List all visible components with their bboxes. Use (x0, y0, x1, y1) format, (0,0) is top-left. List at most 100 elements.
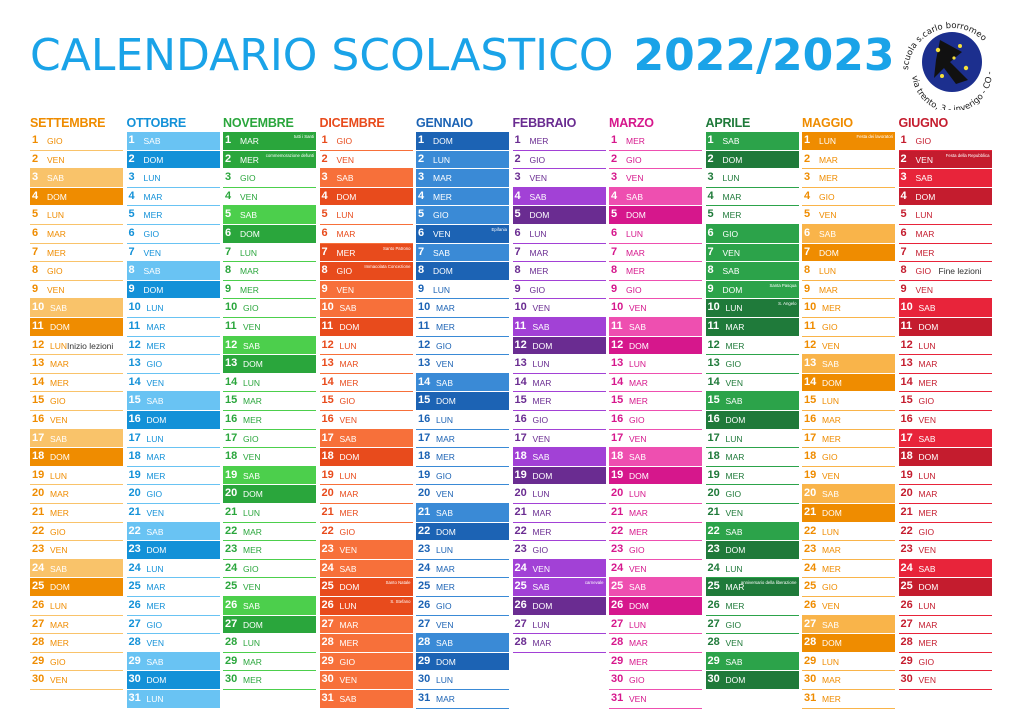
day-cell: 15 LUN (802, 392, 895, 411)
weekday-label: GIO (822, 452, 838, 463)
day-cell: 10 VEN (609, 299, 702, 318)
weekday-label: MER (918, 377, 938, 388)
day-cell: 26 LUN (30, 597, 123, 616)
day-cell: 29 GIO (898, 653, 992, 672)
weekday-label: MAR (243, 396, 262, 407)
day-number: 8 (611, 264, 618, 277)
weekday-label: MAR (436, 694, 455, 704)
weekday-label: DOM (532, 601, 553, 611)
day-cell: 3 VEN (512, 169, 606, 188)
day-cell: 20 MAR (30, 485, 123, 504)
day-number: 3 (707, 171, 714, 184)
day-cell: 7 VEN (705, 243, 799, 263)
day-cell: 26 MER (705, 597, 799, 616)
weekday-label: GIO (50, 656, 66, 667)
day-cell: 24 SAB (898, 559, 992, 579)
day-cell: 13 DOM (223, 355, 316, 374)
day-number: 5 (611, 208, 618, 221)
weekday-label: DOM (918, 322, 939, 332)
day-number: 7 (707, 245, 714, 258)
day-cell: 18 DOM (319, 448, 413, 467)
calendar-grid: SETTEMBRE 1 GIO 2 VEN 3 SAB 4 DOM 5 LUN 6 MAR 7 MER 8 GI… (30, 116, 992, 716)
day-cell: 21 DOM (802, 504, 895, 523)
weekday-label: GIO (918, 396, 935, 407)
day-note: S. Angelo (778, 301, 797, 307)
weekday-label: SAB (629, 452, 647, 463)
day-note: carnevale (584, 580, 604, 586)
day-cell: 19 LUN (319, 467, 413, 486)
day-number: 26 (804, 599, 817, 611)
day-number: 22 (321, 524, 334, 537)
day-cell: 22 GIO (30, 523, 123, 542)
weekday-label: VEN (47, 284, 65, 295)
month-header: FEBBRAIO (512, 116, 577, 130)
weekday-label: GIO (725, 489, 742, 500)
day-number: 25 (418, 580, 431, 593)
day-number: 1 (804, 134, 811, 146)
weekday-label: VEN (918, 675, 936, 686)
weekday-label: DOM (436, 396, 456, 407)
day-cell: 9 MAR (802, 281, 895, 300)
day-number: 12 (321, 338, 334, 351)
day-cell: 6 GIO (705, 225, 799, 244)
day-cell: 2 VEN Festa della Repubblica (898, 150, 992, 170)
day-number: 28 (225, 636, 238, 649)
day-cell: 27 LUN (609, 616, 702, 635)
day-cell: 16 VEN (319, 411, 413, 430)
day-number: 8 (900, 264, 907, 277)
weekday-label: DOM (433, 266, 453, 277)
day-number: 24 (900, 561, 913, 574)
day-number: 30 (32, 673, 45, 686)
day-cell: 23 VEN (898, 541, 992, 560)
weekday-label: MER (629, 526, 648, 537)
day-cell: 15 SAB (126, 392, 220, 411)
weekday-label: GIO (243, 433, 259, 444)
day-number: 1 (128, 134, 135, 146)
day-number: 3 (611, 171, 618, 184)
day-cell: 22 LUN (802, 523, 895, 542)
day-number: 15 (32, 394, 45, 407)
day-number: 1 (32, 134, 39, 146)
page-title: CALENDARIO SCOLASTICO 2022/2023 (30, 30, 894, 81)
weekday-label: MAR (532, 377, 552, 388)
month-header: GENNAIO (416, 116, 473, 130)
weekday-label: DOM (629, 340, 649, 351)
day-cell: 29 LUN (802, 653, 895, 672)
day-cell: 8 MER (512, 262, 606, 281)
weekday-label: VEN (822, 470, 840, 481)
day-cell: 21 SAB (416, 504, 509, 523)
weekday-label: SAB (143, 136, 161, 146)
weekday-label: VEN (143, 247, 161, 258)
day-number: 22 (900, 524, 913, 537)
day-cell: 19 DOM (512, 466, 606, 486)
day-cell: 16 MAR (802, 411, 895, 430)
day-number: 7 (900, 245, 907, 258)
day-number: 14 (804, 375, 817, 388)
day-cell: 21 MAR (512, 504, 606, 523)
day-number: 13 (321, 357, 334, 370)
weekday-label: LUN (243, 508, 261, 518)
weekday-label: GIO (822, 322, 838, 332)
day-number: 19 (804, 468, 817, 481)
day-number: 2 (128, 152, 135, 165)
day-note: Fine lezioni (938, 266, 982, 277)
day-cell: 25 MAR anniversario della liberazione (705, 578, 799, 597)
day-cell: 16 VEN (30, 411, 123, 430)
day-cell: 9 VEN (319, 280, 413, 300)
day-cell: 10 VEN (512, 299, 606, 318)
day-cell: 23 LUN (416, 541, 509, 560)
day-cell: 22 SAB (126, 522, 220, 542)
weekday-label: LUN (240, 247, 258, 258)
weekday-label: SAB (918, 563, 936, 574)
day-number: 24 (611, 561, 624, 574)
day-cell: 8 GIO Fine lezioni (898, 262, 992, 281)
weekday-label: VEN (146, 638, 164, 649)
weekday-label: DOM (822, 377, 842, 388)
day-cell: 17 MAR (416, 430, 509, 449)
day-cell: 3 GIO (223, 169, 316, 188)
day-number: 30 (900, 673, 913, 686)
day-number: 17 (321, 431, 334, 444)
day-cell: 2 VEN (319, 151, 413, 170)
weekday-label: VEN (918, 415, 936, 425)
day-cell: 1 MAR tutti i Santi (223, 132, 316, 151)
